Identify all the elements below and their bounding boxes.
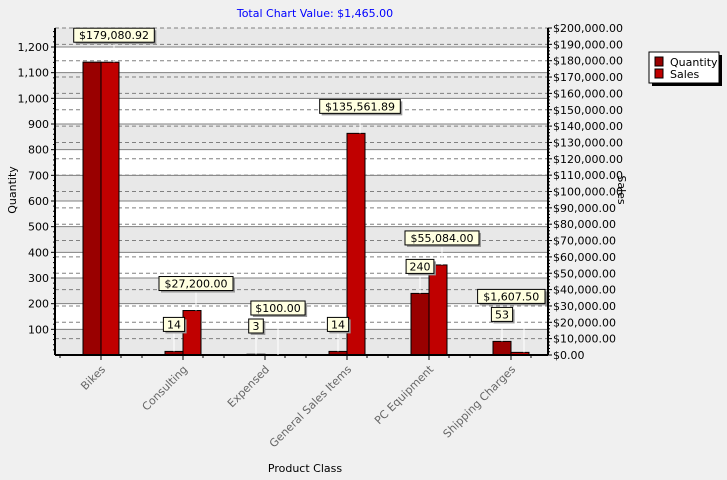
y2-tick-label: $170,000.00 [553, 71, 623, 84]
data-label-sales: $55,084.00 [411, 232, 474, 245]
y2-tick-label: $90,000.00 [553, 202, 616, 215]
y2-tick-label: $20,000.00 [553, 316, 616, 329]
y-tick-label: 600 [28, 195, 49, 208]
y2-tick-label: $50,000.00 [553, 267, 616, 280]
x-tick-label: PC Equipment [372, 362, 436, 426]
data-label-quantity: 240 [410, 260, 431, 273]
x-tick-label: General Sales Items [267, 363, 354, 450]
data-label-sales: $135,561.89 [325, 100, 395, 113]
x-tick-label: Bikes [78, 363, 108, 393]
data-label-box [250, 300, 306, 316]
y2-tick-label: $200,000.00 [553, 22, 623, 35]
y2-tick-label: $140,000.00 [553, 120, 623, 133]
x-axis-title: Product Class [268, 462, 342, 475]
y-tick-label: 1,000 [18, 92, 50, 105]
data-label-quantity: 14 [331, 318, 345, 331]
y-tick-label: 700 [28, 169, 49, 182]
data-label-box [404, 230, 480, 246]
data-label-box [162, 316, 186, 332]
y2-tick-label: $80,000.00 [553, 218, 616, 231]
bar-quantity [82, 61, 102, 356]
legend-swatch-sales [654, 68, 664, 79]
y-tick-label: 800 [28, 144, 49, 157]
grid-band [55, 98, 548, 124]
data-label-quantity: 3 [253, 320, 260, 333]
data-label-quantity: 14 [167, 318, 181, 331]
y2-axis-title: Sales [615, 175, 628, 205]
bar-quantity [492, 340, 512, 356]
data-label-box [73, 27, 155, 43]
data-label-box [248, 318, 264, 334]
y2-tick-label: $0.00 [553, 349, 585, 362]
data-label-box [405, 258, 435, 274]
legend: Quantity Sales [648, 51, 722, 86]
legend-label-sales: Sales [670, 68, 700, 81]
y-tick-label: 500 [28, 221, 49, 234]
grid-band [55, 200, 548, 227]
y2-tick-label: $150,000.00 [553, 104, 623, 117]
y2-tick-label: $100,000.00 [553, 186, 623, 199]
grid-band [55, 46, 548, 73]
y-tick-label: 300 [28, 272, 49, 285]
data-label-box [158, 276, 234, 292]
data-label-sales: $179,080.92 [79, 29, 149, 42]
y-axis-title: Quantity [6, 166, 19, 214]
y2-tick-label: $130,000.00 [553, 136, 623, 149]
y2-tick-label: $110,000.00 [553, 169, 623, 182]
chart-title: Total Chart Value: $1,465.00 [236, 7, 393, 20]
data-label-box [319, 98, 401, 114]
data-label-box [326, 316, 350, 332]
grid-band [55, 252, 548, 278]
x-tick-label: Consulting [140, 363, 191, 414]
plot-area: 100 200 300 400 500 600 700 800 900 1,000 1,100 1,2… [18, 22, 623, 450]
y2-tick-label: $70,000.00 [553, 235, 616, 248]
y-tick-label: 900 [28, 118, 49, 131]
y2-tick-label: $60,000.00 [553, 251, 616, 264]
y2-tick-label: $30,000.00 [553, 300, 616, 313]
data-label-sales: $100.00 [255, 302, 301, 315]
data-label-sales: $1,607.50 [483, 290, 539, 303]
legend-swatch-quantity [654, 56, 664, 67]
y-tick-label: 1,100 [18, 67, 50, 80]
data-label-box [490, 306, 514, 322]
y-tick-label: 400 [28, 246, 49, 259]
legend-label-quantity: Quantity [670, 56, 718, 69]
y2-tick-label: $180,000.00 [553, 55, 623, 68]
y2-tick-label: $40,000.00 [553, 284, 616, 297]
y-tick-label: 200 [28, 298, 49, 311]
grid-band [55, 149, 548, 176]
data-label-quantity: 53 [495, 308, 509, 321]
data-label-box [477, 288, 546, 304]
bar-sales [100, 61, 120, 356]
y2-tick-label: $120,000.00 [553, 153, 623, 166]
y-tick-label: 1,200 [18, 41, 50, 54]
x-tick-label: Shipping Charges [441, 363, 519, 441]
data-label-sales: $27,200.00 [165, 278, 228, 291]
x-tick-label: Expensed [225, 363, 272, 410]
bar-quantity [410, 292, 430, 356]
y-tick-label: 100 [28, 323, 49, 336]
bar-sales [428, 264, 448, 356]
y2-tick-label: $10,000.00 [553, 333, 616, 346]
y2-tick-label: $190,000.00 [553, 38, 623, 51]
y2-tick-label: $160,000.00 [553, 87, 623, 100]
